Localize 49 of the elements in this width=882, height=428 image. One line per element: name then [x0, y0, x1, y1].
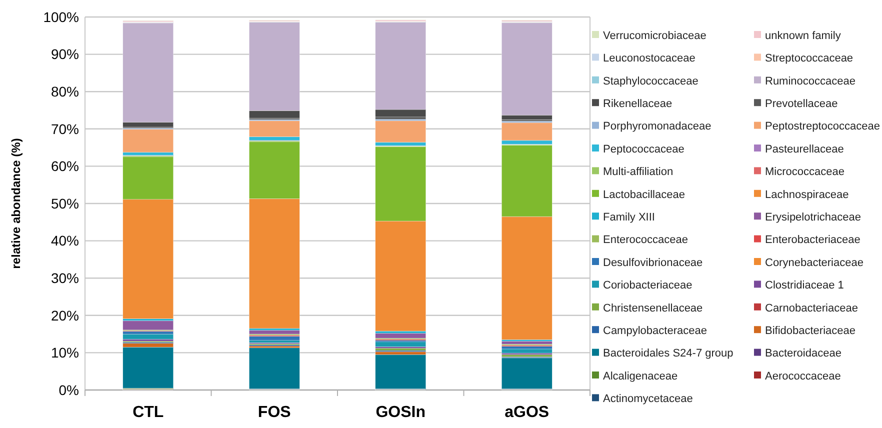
legend-label: Enterococcaceae [603, 234, 688, 246]
legend-label: Actinomycetaceae [603, 393, 693, 406]
y-tick-label: 80% [50, 84, 79, 100]
y-tick-label: 50% [50, 195, 79, 212]
legend-label: Campylobacteraceae [603, 324, 707, 337]
legend-label: Porphyromonadaceae [603, 120, 712, 133]
legend-label: Multi-affiliation [603, 166, 674, 178]
y-tick-label: 30% [50, 270, 79, 286]
legend-label: unknown family [765, 30, 842, 42]
y-tick-label: 70% [50, 120, 79, 137]
legend-label: Verrucomicrobiaceae [603, 30, 706, 42]
legend-label: Staphylococcaceae [603, 75, 698, 88]
x-tick-label: CTL [132, 404, 164, 421]
y-tick-label: 10% [50, 344, 79, 361]
legend-label: Lachnospiraceae [765, 188, 849, 201]
y-tick-label: 90% [50, 46, 79, 62]
legend-label: Ruminococcaceae [765, 75, 856, 88]
legend-label: Christensenellaceae [603, 302, 703, 314]
legend-label: Erysipelotrichaceae [765, 211, 861, 224]
y-tick-label: 0% [58, 382, 79, 398]
legend-label: Bacteroidales S24-7 group [603, 348, 734, 360]
legend-label: Carnobacteriaceae [765, 302, 858, 314]
legend-label: Peptostreptococcaceae [765, 120, 880, 133]
legend-label: Lactobacillaceae [603, 188, 685, 201]
x-tick-label: aGOS [504, 404, 550, 421]
x-tick-label: GOSIn [376, 404, 426, 421]
legend-label: Clostridiaceae 1 [765, 280, 844, 292]
y-tick-label: 20% [50, 307, 79, 324]
legend-label: Streptococcaceae [765, 52, 854, 65]
y-axis-title: relative abondance (%) [9, 138, 23, 269]
legend-label: Aerococcaceae [765, 370, 841, 382]
legend-label: Prevotellaceae [765, 98, 838, 110]
legend-label: Micrococcaceae [765, 166, 844, 178]
legend-label: Bacteroidaceae [765, 348, 842, 360]
legend-label: Peptococcaceae [603, 143, 684, 156]
x-tick-label: FOS [258, 404, 292, 421]
legend-label: Bifidobacteriaceae [765, 324, 856, 337]
legend-label: Coriobacteriaceae [603, 280, 692, 292]
legend-label: Pasteurellaceae [765, 143, 844, 156]
legend-label: Desulfovibrionaceae [603, 256, 703, 269]
legend-label: Alcaligenaceae [603, 370, 678, 382]
legend-label: Corynebacteriaceae [765, 256, 864, 269]
y-tick-label: 100% [43, 8, 79, 25]
y-tick-label: 40% [50, 232, 79, 249]
legend-label: Family XIII [603, 211, 655, 224]
legend-label: Rikenellaceae [603, 98, 672, 110]
y-tick-label: 60% [50, 158, 79, 174]
legend-label: Enterobacteriaceae [765, 234, 860, 246]
legend-label: Leuconostocaceae [603, 52, 696, 65]
